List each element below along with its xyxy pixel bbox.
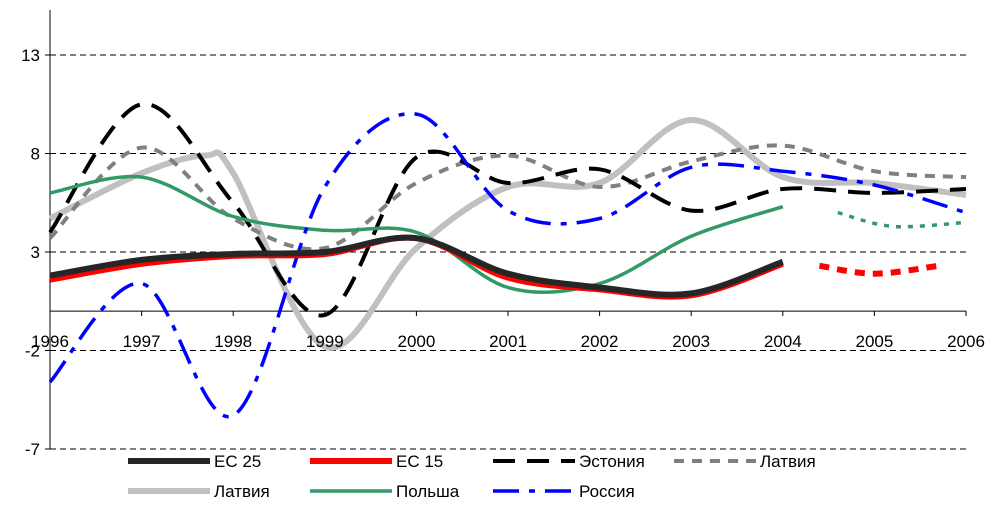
gridlines [50, 54, 966, 450]
x-tick-label: 2001 [489, 332, 527, 351]
legend-label: Эстония [579, 452, 645, 471]
legend-label: Латвия [760, 452, 816, 471]
legend-label: Россия [579, 482, 635, 501]
series-line-2 [48, 102, 967, 318]
series-lines [48, 102, 967, 419]
x-tick-label: 2004 [764, 332, 802, 351]
y-tick-label: 8 [31, 145, 40, 164]
x-tick-label: 2003 [672, 332, 710, 351]
axes [45, 10, 967, 450]
series-line-6 [48, 112, 967, 419]
series-line-5 [49, 174, 784, 294]
legend-label: Польша [396, 482, 460, 501]
x-tick-label: 2006 [947, 332, 985, 351]
x-tick-label: 1997 [123, 332, 161, 351]
series-line-4 [48, 116, 967, 351]
legend-label: ЕС 15 [396, 452, 443, 471]
series-forecast-5 [837, 210, 967, 229]
x-tick-label: 2005 [855, 332, 893, 351]
legend: ЕС 25 ЕС 15 Эстония Латвия Латвия Польша Росси… [128, 452, 816, 501]
x-tick-label: 2000 [397, 332, 435, 351]
y-tick-label: 13 [21, 46, 40, 65]
x-tick-label: 2002 [581, 332, 619, 351]
x-tick-label: 1999 [306, 332, 344, 351]
series-forecast-1 [818, 262, 939, 277]
legend-label: ЕС 25 [214, 452, 261, 471]
series-line-0 [49, 234, 784, 298]
x-tick-label: 1996 [31, 332, 69, 351]
series-line-3 [48, 143, 967, 252]
y-tick-label: -2 [25, 342, 40, 361]
y-tick-label: -7 [25, 440, 40, 459]
tick-labels: 13 8 3 -2 -7 1996 1997 1998 1999 2000 2001 2002 2003… [21, 46, 985, 459]
y-tick-label: 3 [31, 243, 40, 262]
legend-label: Латвия [214, 482, 270, 501]
x-tick-label: 1998 [214, 332, 252, 351]
